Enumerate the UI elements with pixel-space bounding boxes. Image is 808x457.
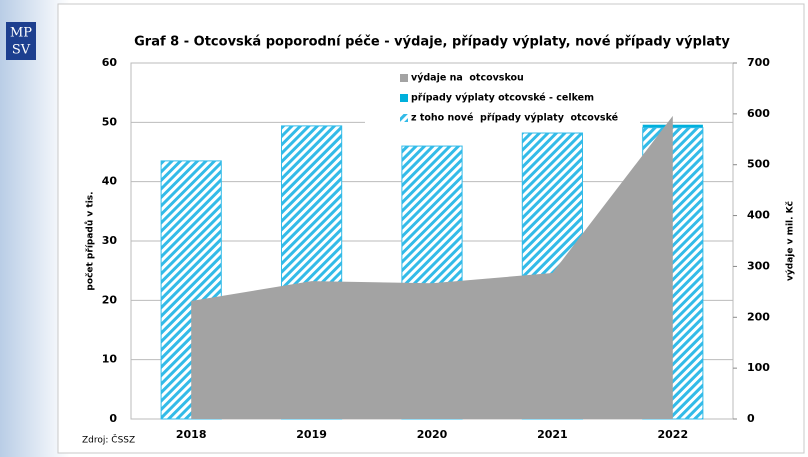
x-tick-label: 2020 <box>417 428 448 441</box>
y-tick-label: 40 <box>102 175 118 188</box>
y-axis-label: počet případů v tis. <box>85 191 96 290</box>
legend-label: z toho nové případy výplaty otcovské <box>411 113 618 124</box>
x-tick-label: 2022 <box>657 428 688 441</box>
y2-tick-label: 600 <box>747 107 770 120</box>
logo-text: MP <box>10 26 32 41</box>
x-tick-label: 2021 <box>537 428 568 441</box>
logo <box>6 22 36 60</box>
legend-label: případy výplaty otcovské - celkem <box>411 93 594 104</box>
y-tick-label: 10 <box>102 353 118 366</box>
y-tick-label: 0 <box>109 412 117 425</box>
y2-tick-label: 500 <box>747 158 770 171</box>
y-tick-label: 20 <box>102 293 118 306</box>
x-tick-label: 2018 <box>176 428 207 441</box>
legend-swatch <box>400 114 408 122</box>
x-tick-label: 2019 <box>296 428 327 441</box>
y-tick-label: 50 <box>102 115 118 128</box>
chart-title: Graf 8 - Otcovská poporodní péče - výdaj… <box>134 35 730 50</box>
y2-tick-label: 200 <box>747 310 770 323</box>
y2-axis-label: výdaje v mil. Kč <box>785 201 796 281</box>
legend <box>365 68 640 130</box>
y2-tick-label: 300 <box>747 259 770 272</box>
area <box>191 115 673 420</box>
y2-tick-label: 700 <box>747 56 770 69</box>
logo-text: SV <box>12 43 31 58</box>
y2-tick-label: 400 <box>747 209 770 222</box>
y2-tick-label: 100 <box>747 361 770 374</box>
source: Zdroj: ČSSZ <box>82 434 135 446</box>
y2-tick-label: 0 <box>747 412 755 425</box>
legend-swatch <box>400 74 408 82</box>
y-tick-label: 60 <box>102 56 118 69</box>
legend-swatch <box>400 94 408 102</box>
y-tick-label: 30 <box>102 234 118 247</box>
legend-label: výdaje na otcovskou <box>411 73 524 84</box>
